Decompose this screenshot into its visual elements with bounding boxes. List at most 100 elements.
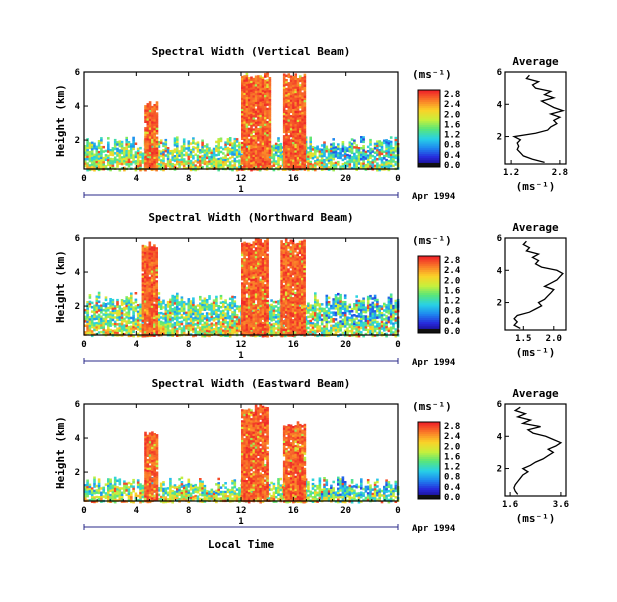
heatmap-cell	[262, 116, 265, 119]
heatmap-cell	[335, 164, 338, 167]
heatmap-cell	[314, 310, 317, 313]
heatmap-cell	[224, 319, 227, 322]
heatmap-cell	[201, 328, 204, 331]
heatmap-cell	[86, 158, 89, 161]
heatmap-cell	[137, 313, 140, 316]
heatmap-cell	[335, 318, 338, 321]
heatmap-cell	[294, 144, 297, 147]
heatmap-cell	[264, 159, 267, 162]
heatmap-cell	[132, 328, 135, 331]
heatmap-cell	[93, 329, 96, 332]
heatmap-cell	[328, 166, 331, 169]
heatmap-cell	[285, 141, 288, 144]
heatmap-cell	[275, 152, 278, 155]
heatmap-cell	[297, 126, 300, 128]
heatmap-cell	[149, 268, 152, 271]
heatmap-cell	[137, 154, 140, 157]
heatmap-cell	[130, 152, 133, 155]
heatmap-cell	[349, 166, 352, 169]
heatmap-cell	[248, 282, 251, 285]
heatmap-cell	[266, 156, 269, 159]
heatmap-cell	[208, 308, 211, 311]
heatmap-cell	[125, 312, 128, 315]
heatmap-cell	[188, 325, 191, 328]
heatmap-cell	[231, 331, 234, 334]
heatmap-cell	[241, 107, 244, 110]
heatmap-cell	[213, 319, 216, 322]
heatmap-cell	[125, 154, 128, 157]
heatmap-cell	[342, 303, 345, 306]
heatmap-cell	[89, 329, 92, 332]
heatmap-cell	[339, 329, 342, 332]
heatmap-cell	[288, 137, 291, 140]
heatmap-cell	[194, 306, 197, 309]
heatmap-cell	[362, 138, 365, 141]
heatmap-cell	[378, 145, 381, 148]
heatmap-cells	[84, 238, 399, 337]
heatmap-cell	[378, 323, 381, 326]
heatmap-cell	[151, 139, 154, 142]
heatmap-cell	[153, 328, 156, 331]
heatmap-cell	[253, 113, 256, 116]
heatmap-cell	[185, 327, 188, 330]
heatmap-cell	[323, 166, 326, 169]
heatmap-cell	[250, 105, 253, 108]
heatmap-cell	[194, 308, 197, 311]
heatmap-cell	[151, 126, 154, 129]
heatmap-cell	[323, 144, 326, 147]
heatmap-cell	[307, 151, 310, 154]
heatmap-cell	[153, 249, 156, 252]
heatmap-cell	[144, 283, 147, 286]
heatmap-cell	[297, 109, 300, 112]
heatmap-cell	[149, 319, 152, 322]
heatmap-cell	[392, 309, 395, 312]
heatmap-cell	[204, 315, 207, 318]
heatmap-cell	[160, 308, 163, 311]
heatmap-cell	[234, 296, 237, 299]
heatmap-cell	[294, 89, 297, 92]
heatmap-cell	[147, 136, 150, 139]
heatmap-cell	[301, 143, 304, 146]
heatmap-cell	[208, 313, 211, 316]
heatmap-cell	[250, 118, 253, 121]
heatmap-cell	[147, 103, 150, 106]
heatmap-cell	[151, 132, 154, 135]
heatmap-cell	[185, 320, 188, 323]
heatmap-cell	[151, 113, 154, 116]
heatmap-cell	[351, 145, 354, 148]
heatmap-cell	[395, 320, 398, 323]
heatmap-cell	[304, 122, 307, 125]
heatmap-cell	[222, 332, 225, 335]
heatmap-cell	[344, 325, 347, 328]
heatmap-cell	[183, 330, 186, 333]
heatmap-cell	[328, 151, 331, 154]
heatmap-cell	[362, 298, 365, 301]
heatmap-cell	[151, 306, 154, 309]
heatmap-cell	[213, 157, 216, 160]
heatmap-cell	[89, 305, 92, 308]
heatmap-cell	[248, 134, 251, 137]
heatmap-cell	[130, 156, 133, 159]
heatmap-cell	[121, 323, 124, 326]
heatmap-cell	[192, 326, 195, 329]
heatmap-cell	[297, 164, 300, 167]
heatmap-cell	[192, 317, 195, 320]
heatmap-cell	[153, 157, 156, 160]
heatmap-cell	[236, 325, 239, 328]
heatmap-cell	[374, 326, 377, 329]
heatmap-cell	[243, 119, 246, 122]
heatmap-cell	[255, 150, 258, 153]
heatmap-cell	[269, 134, 272, 137]
heatmap-cell	[248, 249, 251, 252]
heatmap-cell	[149, 244, 152, 247]
heatmap-cell	[248, 93, 251, 96]
heatmap-cell	[264, 93, 267, 96]
heatmap-cell	[292, 129, 295, 132]
heatmap-cell	[248, 101, 251, 104]
heatmap-cell	[337, 308, 340, 311]
heatmap-cell	[112, 163, 115, 166]
heatmap-cell	[100, 137, 103, 140]
heatmap-cell	[288, 76, 291, 79]
heatmap-cell	[174, 302, 177, 305]
heatmap-cell	[89, 153, 92, 156]
